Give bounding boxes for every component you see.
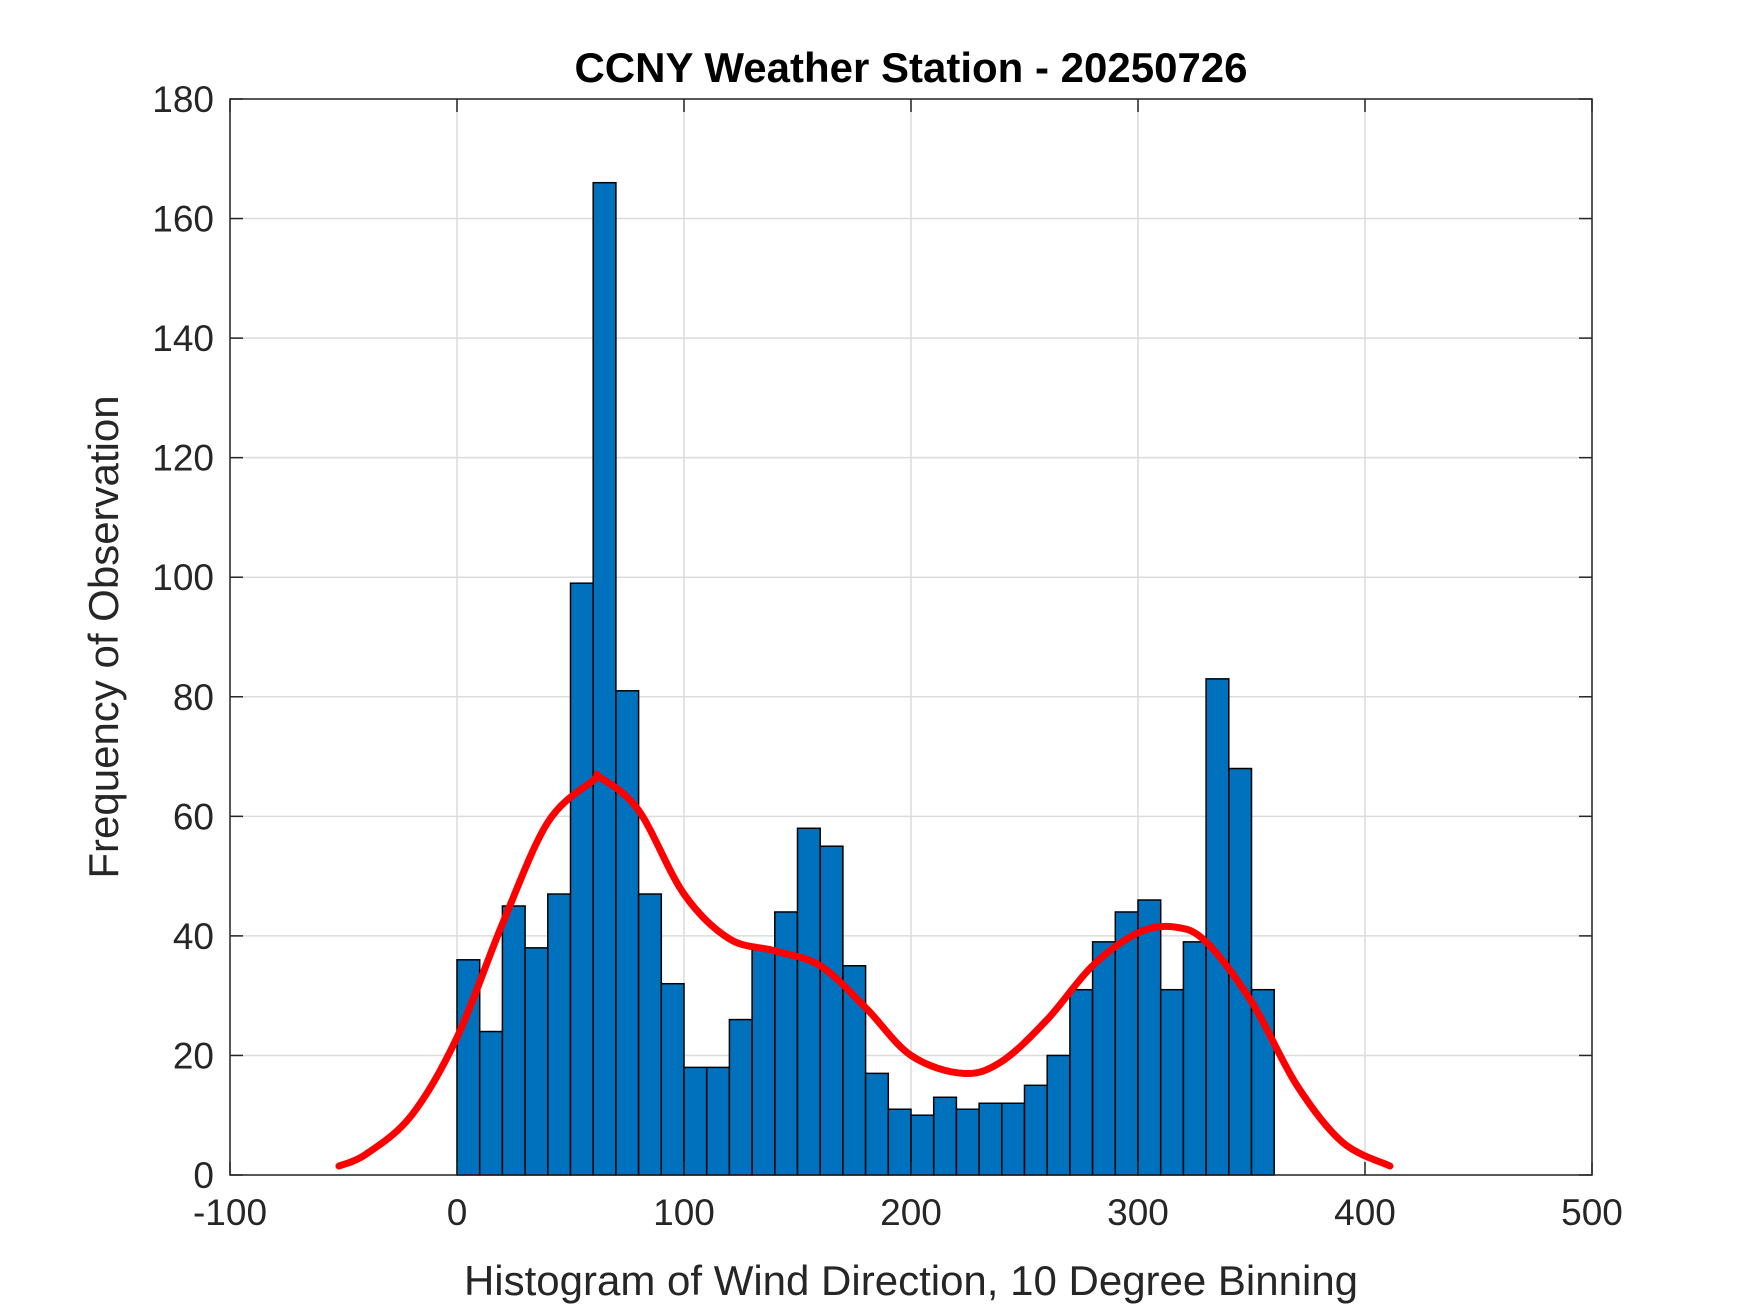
y-tick-label: 40 xyxy=(173,916,214,957)
y-tick-label: 80 xyxy=(173,677,214,718)
x-tick-label: 0 xyxy=(447,1192,468,1233)
x-tick-label: 200 xyxy=(880,1192,942,1233)
histogram-bar xyxy=(1091,941,1117,1176)
histogram-bar xyxy=(524,947,549,1176)
histogram-bar xyxy=(660,982,685,1176)
histogram-bar xyxy=(864,1072,890,1176)
x-tick-label: -100 xyxy=(193,1192,267,1233)
histogram-bar xyxy=(887,1108,912,1176)
y-tick-label: 100 xyxy=(152,557,214,598)
histogram-bar xyxy=(615,690,640,1176)
y-tick-label: 20 xyxy=(173,1035,214,1076)
histogram-bar xyxy=(705,1066,731,1176)
histogram-bar xyxy=(569,582,594,1176)
x-tick-labels: -100 0 100 200 300 400 500 xyxy=(193,1192,1623,1233)
y-tick-label: 60 xyxy=(173,796,214,837)
y-tick-label: 140 xyxy=(152,318,214,359)
x-tick-label: 500 xyxy=(1561,1192,1623,1233)
histogram-bar xyxy=(978,1102,1003,1176)
x-tick-label: 100 xyxy=(653,1192,715,1233)
histogram-bar xyxy=(910,1114,935,1176)
histogram-bar xyxy=(592,181,617,1176)
histogram-bar xyxy=(547,893,572,1176)
y-tick-label: 0 xyxy=(193,1155,214,1196)
x-tick-label: 300 xyxy=(1107,1192,1169,1233)
y-axis-label: Frequency of Observation xyxy=(80,395,127,878)
y-tick-labels: 0 20 40 60 80 100 120 140 160 180 xyxy=(152,79,214,1196)
histogram-bar xyxy=(1001,1102,1026,1176)
y-tick-label: 120 xyxy=(152,438,214,479)
histogram-bar xyxy=(501,905,526,1176)
x-tick-label: 400 xyxy=(1334,1192,1396,1233)
histogram-bar xyxy=(1205,678,1230,1176)
histogram-bar xyxy=(728,1018,753,1176)
histogram-bar xyxy=(819,845,844,1176)
histogram-bar xyxy=(751,947,776,1176)
chart-title: CCNY Weather Station - 20250726 xyxy=(574,44,1247,91)
x-axis-label: Histogram of Wind Direction, 10 Degree B… xyxy=(464,1257,1358,1304)
y-tick-label: 160 xyxy=(152,199,214,240)
histogram-bar xyxy=(637,893,663,1176)
histogram-bar xyxy=(1069,988,1094,1176)
density-fit-curve xyxy=(335,770,1394,1170)
axis-ticks xyxy=(229,98,1593,1176)
histogram-bars xyxy=(456,181,1275,1176)
histogram-bar xyxy=(1114,911,1139,1176)
histogram-bar xyxy=(955,1108,980,1176)
histogram-bar xyxy=(683,1066,708,1176)
histogram-bar xyxy=(1023,1084,1048,1176)
histogram-bar xyxy=(478,1030,504,1176)
histogram-bar xyxy=(1182,941,1207,1176)
histogram-bar xyxy=(796,827,821,1176)
histogram-bar xyxy=(1159,988,1185,1176)
y-tick-label: 180 xyxy=(152,79,214,120)
histogram-bar xyxy=(932,1096,958,1176)
histogram-bar xyxy=(1137,899,1162,1176)
histogram-bar xyxy=(1046,1054,1071,1176)
